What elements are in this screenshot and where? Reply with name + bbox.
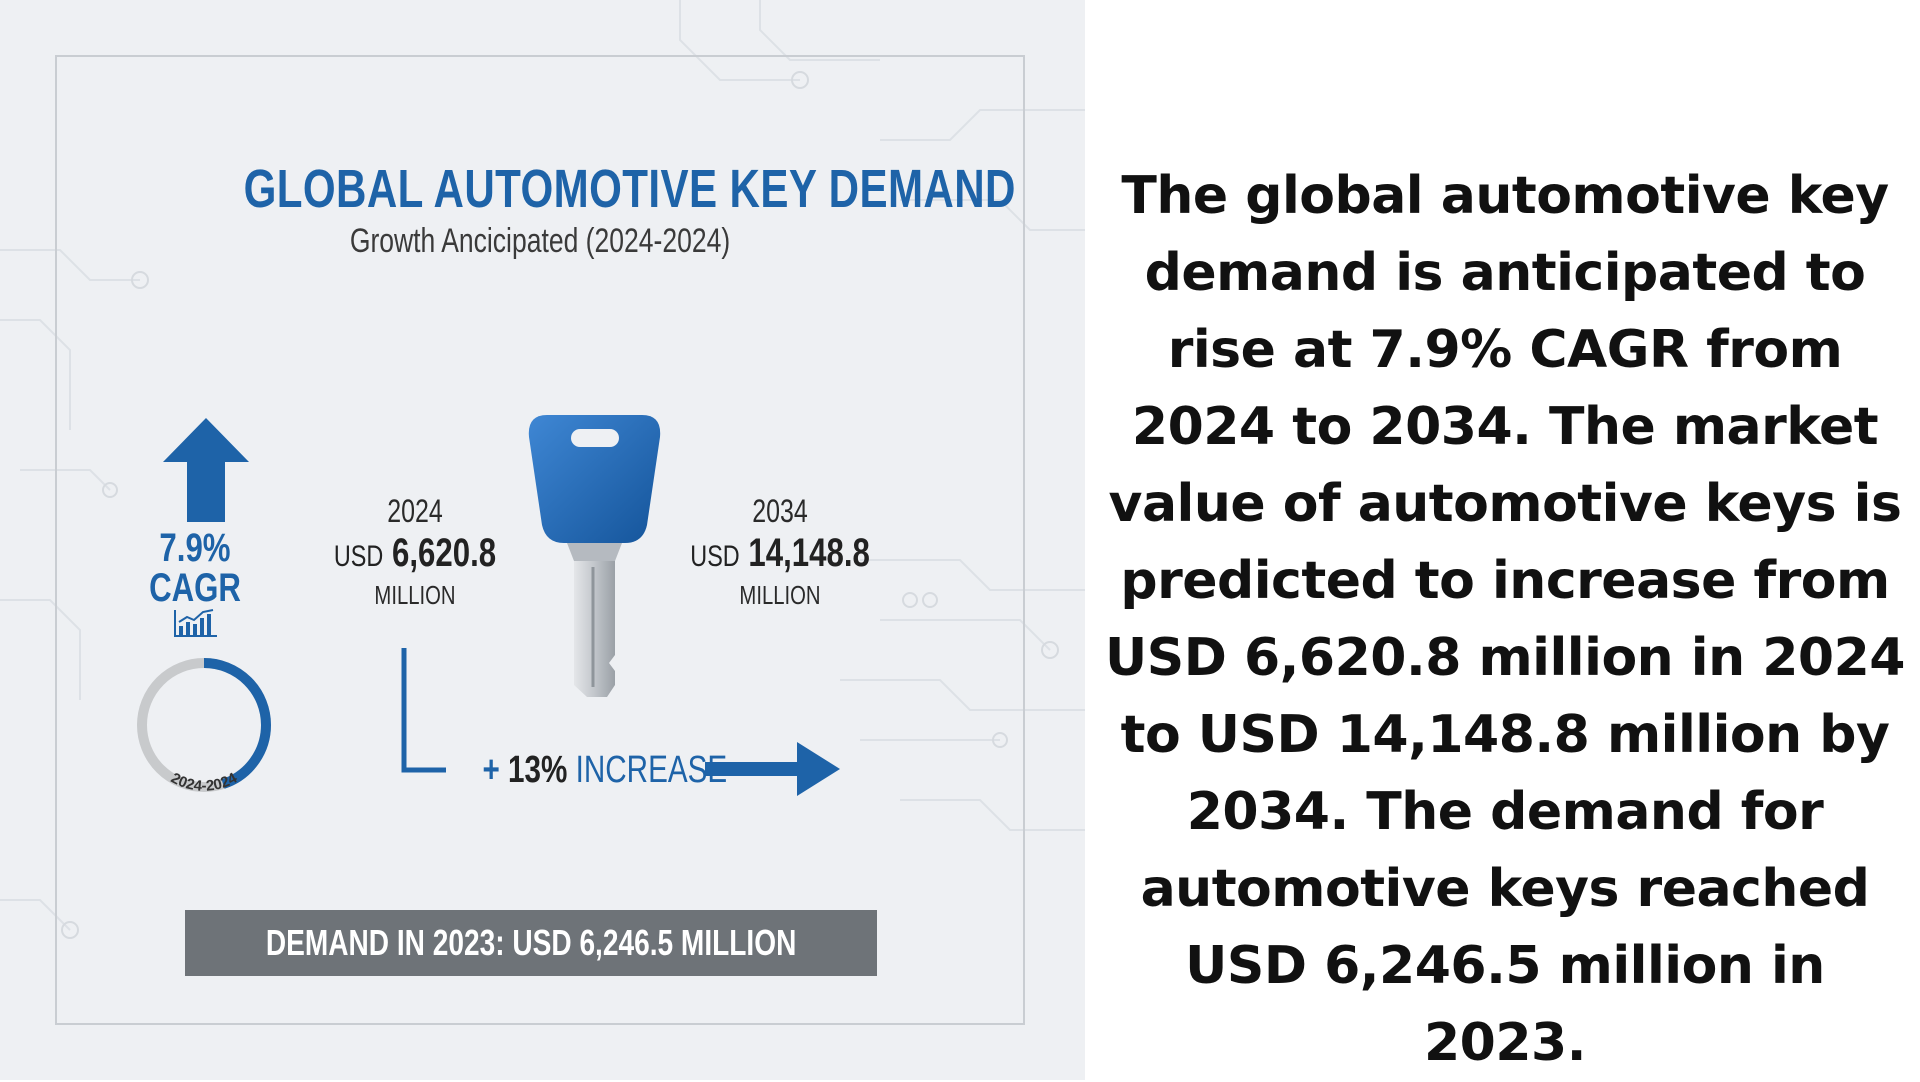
- end-unit: MILLION: [739, 580, 821, 610]
- start-unit: MILLION: [374, 580, 456, 610]
- growth-bracket: [401, 648, 446, 773]
- start-currency: USD: [333, 540, 384, 573]
- cagr-label: CAGR: [149, 566, 241, 610]
- infographic-title: GLOBAL AUTOMOTIVE KEY DEMAND: [243, 159, 1016, 219]
- end-currency: USD: [690, 540, 740, 573]
- year-2034-block: 2034 USD 14,148.8 MILLION: [690, 492, 870, 610]
- car-key-icon: [528, 415, 661, 697]
- summary-paragraph: The global automotive key demand is anti…: [1105, 166, 1905, 1073]
- cagr-value: 7.9%: [159, 526, 231, 570]
- year-2024-block: 2024 USD 6,620.8 MILLION: [329, 492, 501, 610]
- ring-label: 2024-2024: [168, 769, 241, 795]
- start-value: 6,620.8: [391, 531, 497, 575]
- bar-chart-icon: [174, 609, 217, 637]
- demand-banner-text: DEMAND IN 2023: USD 6,246.5 MILLION: [265, 922, 797, 963]
- start-year: 2024: [387, 493, 443, 529]
- increase-sign: +: [482, 749, 500, 791]
- up-arrow-icon: [163, 418, 249, 522]
- end-year: 2034: [752, 493, 808, 529]
- increase-label: + 13% INCREASE: [482, 748, 728, 792]
- circuit-background: [0, 0, 1085, 939]
- right-arrow-icon: [705, 742, 840, 796]
- svg-text:2024-2024: 2024-2024: [168, 769, 241, 795]
- cagr-progress-ring: [137, 658, 271, 792]
- increase-word: INCREASE: [575, 749, 728, 791]
- infographic-panel: GLOBAL AUTOMOTIVE KEY DEMAND Growth Anci…: [0, 0, 1085, 1080]
- end-value: 14,148.8: [748, 531, 870, 575]
- demand-banner: DEMAND IN 2023: USD 6,246.5 MILLION: [185, 910, 877, 976]
- end-value-line: USD 14,148.8: [690, 530, 870, 580]
- increase-percent: 13%: [508, 749, 568, 791]
- infographic-subtitle: Growth Ancicipated (2024-2024): [349, 222, 731, 260]
- infographic-frame: [55, 55, 1025, 1025]
- start-value-line: USD 6,620.8: [329, 530, 501, 580]
- ring-label-text: 2024-2024: [168, 769, 241, 795]
